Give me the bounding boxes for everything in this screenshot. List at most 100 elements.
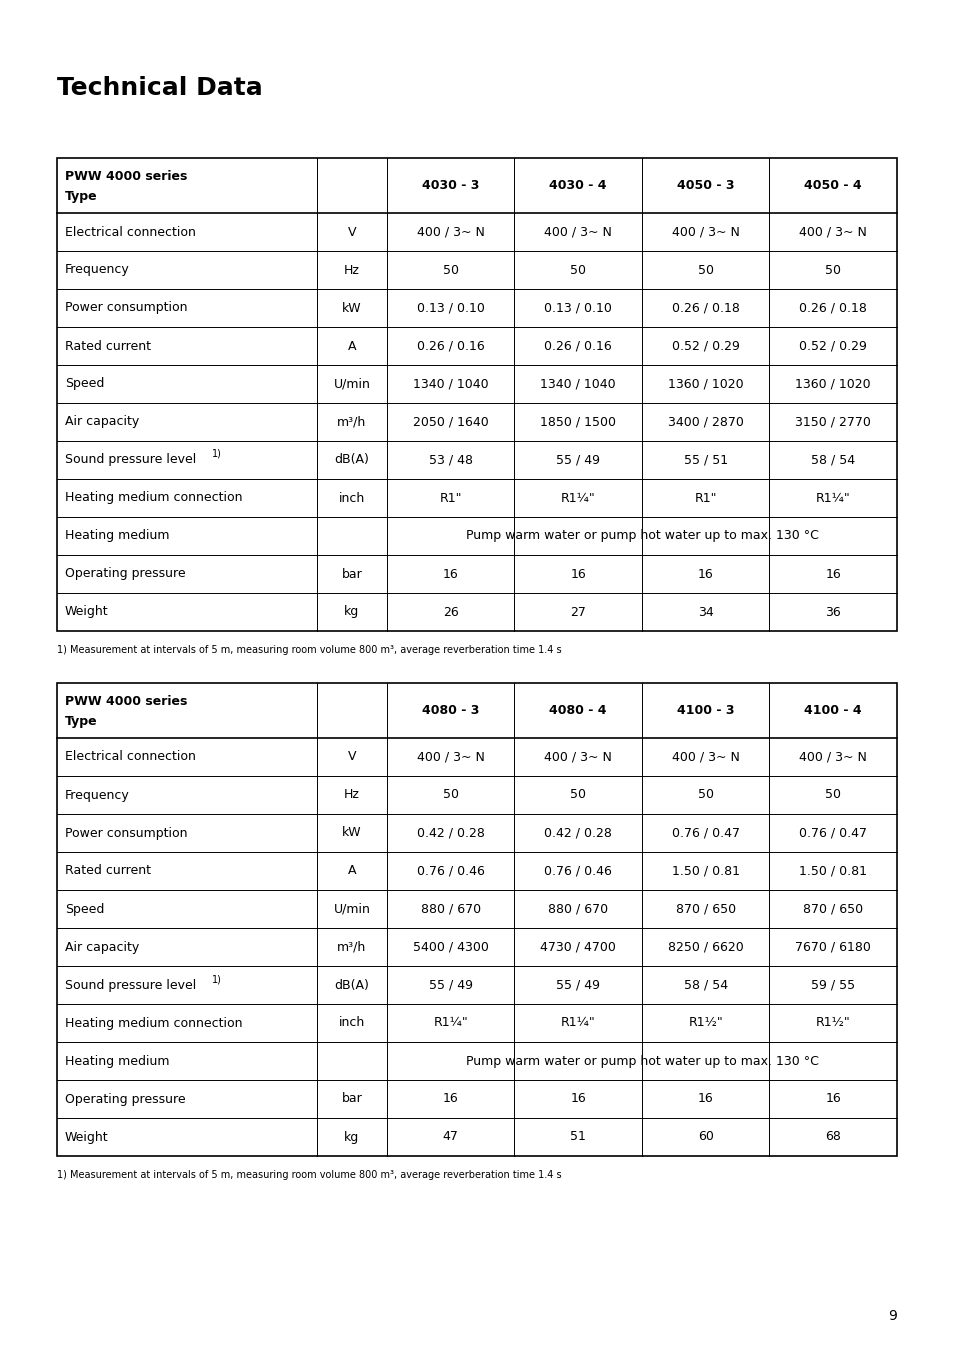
Text: 50: 50	[570, 263, 586, 277]
Text: 16: 16	[570, 567, 585, 581]
Text: 4050 - 3: 4050 - 3	[677, 178, 734, 192]
Text: 870 / 650: 870 / 650	[802, 902, 862, 916]
Text: 34: 34	[698, 605, 713, 619]
Text: 16: 16	[442, 567, 458, 581]
Text: U/min: U/min	[334, 377, 370, 390]
Text: Pump warm water or pump hot water up to max. 130 °C: Pump warm water or pump hot water up to …	[465, 530, 818, 543]
Text: Hz: Hz	[344, 263, 359, 277]
Text: Operating pressure: Operating pressure	[65, 567, 186, 581]
Text: 1360 / 1020: 1360 / 1020	[667, 377, 742, 390]
Text: Air capacity: Air capacity	[65, 940, 139, 954]
Text: 1) Measurement at intervals of 5 m, measuring room volume 800 m³, average reverb: 1) Measurement at intervals of 5 m, meas…	[57, 1170, 561, 1179]
Text: 51: 51	[570, 1131, 585, 1143]
Text: 0.13 / 0.10: 0.13 / 0.10	[416, 301, 484, 315]
Text: 60: 60	[697, 1131, 713, 1143]
Text: Technical Data: Technical Data	[57, 76, 262, 100]
Text: Pump warm water or pump hot water up to max. 130 °C: Pump warm water or pump hot water up to …	[465, 1055, 818, 1067]
Text: 55 / 49: 55 / 49	[556, 978, 599, 992]
Text: 36: 36	[824, 605, 841, 619]
Text: Rated current: Rated current	[65, 865, 151, 878]
Bar	[57, 684, 896, 1156]
Text: 53 / 48: 53 / 48	[428, 454, 473, 466]
Text: Sound pressure level: Sound pressure level	[65, 454, 200, 466]
Text: 4730 / 4700: 4730 / 4700	[539, 940, 616, 954]
Text: Power consumption: Power consumption	[65, 301, 188, 315]
Text: 58 / 54: 58 / 54	[683, 978, 727, 992]
Text: 880 / 670: 880 / 670	[420, 902, 480, 916]
Text: bar: bar	[341, 567, 362, 581]
Text: Speed: Speed	[65, 902, 104, 916]
Text: R1": R1"	[694, 492, 717, 504]
Text: PWW 4000 series: PWW 4000 series	[65, 170, 187, 182]
Text: kW: kW	[342, 301, 361, 315]
Text: 16: 16	[442, 1093, 458, 1105]
Text: 58 / 54: 58 / 54	[810, 454, 855, 466]
Text: R1": R1"	[439, 492, 461, 504]
Text: 400 / 3~ N: 400 / 3~ N	[416, 226, 484, 239]
Text: kg: kg	[344, 1131, 359, 1143]
Text: Heating medium connection: Heating medium connection	[65, 492, 242, 504]
Text: m³/h: m³/h	[337, 940, 366, 954]
Text: 0.26 / 0.16: 0.26 / 0.16	[544, 339, 612, 353]
Text: 7670 / 6180: 7670 / 6180	[795, 940, 870, 954]
Text: kW: kW	[342, 827, 361, 839]
Text: 1850 / 1500: 1850 / 1500	[539, 416, 616, 428]
Text: 16: 16	[824, 1093, 841, 1105]
Text: Electrical connection: Electrical connection	[65, 226, 195, 239]
Text: inch: inch	[338, 1016, 365, 1029]
Text: 5400 / 4300: 5400 / 4300	[413, 940, 488, 954]
Text: 50: 50	[697, 263, 713, 277]
Text: 4030 - 3: 4030 - 3	[421, 178, 479, 192]
Text: 0.76 / 0.46: 0.76 / 0.46	[544, 865, 612, 878]
Text: Hz: Hz	[344, 789, 359, 801]
Text: 27: 27	[570, 605, 585, 619]
Text: 59 / 55: 59 / 55	[810, 978, 855, 992]
Text: U/min: U/min	[334, 902, 370, 916]
Text: Type: Type	[65, 715, 97, 728]
Text: Electrical connection: Electrical connection	[65, 751, 195, 763]
Text: 50: 50	[824, 263, 841, 277]
Text: Heating medium: Heating medium	[65, 530, 170, 543]
Text: R1½": R1½"	[688, 1016, 722, 1029]
Text: 880 / 670: 880 / 670	[548, 902, 608, 916]
Text: PWW 4000 series: PWW 4000 series	[65, 694, 187, 708]
Text: 4050 - 4: 4050 - 4	[803, 178, 862, 192]
Text: Rated current: Rated current	[65, 339, 151, 353]
Text: 0.26 / 0.18: 0.26 / 0.18	[799, 301, 866, 315]
Text: Frequency: Frequency	[65, 789, 130, 801]
Text: 0.26 / 0.16: 0.26 / 0.16	[416, 339, 484, 353]
Text: 50: 50	[570, 789, 586, 801]
Text: 0.52 / 0.29: 0.52 / 0.29	[799, 339, 866, 353]
Text: 68: 68	[824, 1131, 841, 1143]
Text: Type: Type	[65, 190, 97, 203]
Text: 400 / 3~ N: 400 / 3~ N	[799, 751, 866, 763]
Text: 0.13 / 0.10: 0.13 / 0.10	[544, 301, 612, 315]
Text: 0.76 / 0.47: 0.76 / 0.47	[671, 827, 739, 839]
Text: 1340 / 1040: 1340 / 1040	[413, 377, 488, 390]
Text: R1¼": R1¼"	[560, 1016, 595, 1029]
Text: 47: 47	[442, 1131, 458, 1143]
Text: 400 / 3~ N: 400 / 3~ N	[799, 226, 866, 239]
Text: 0.76 / 0.47: 0.76 / 0.47	[799, 827, 866, 839]
Text: 400 / 3~ N: 400 / 3~ N	[416, 751, 484, 763]
Text: Weight: Weight	[65, 605, 109, 619]
Text: Weight: Weight	[65, 1131, 109, 1143]
Text: 16: 16	[698, 1093, 713, 1105]
Text: Heating medium connection: Heating medium connection	[65, 1016, 242, 1029]
Text: 4100 - 3: 4100 - 3	[677, 704, 734, 717]
Text: 1.50 / 0.81: 1.50 / 0.81	[671, 865, 739, 878]
Text: 55 / 51: 55 / 51	[683, 454, 727, 466]
Text: 400 / 3~ N: 400 / 3~ N	[544, 751, 612, 763]
Text: V: V	[348, 751, 355, 763]
Text: 50: 50	[697, 789, 713, 801]
Text: Heating medium: Heating medium	[65, 1055, 170, 1067]
Text: A: A	[348, 865, 355, 878]
Text: 1360 / 1020: 1360 / 1020	[795, 377, 870, 390]
Text: 0.26 / 0.18: 0.26 / 0.18	[671, 301, 739, 315]
Text: 1) Measurement at intervals of 5 m, measuring room volume 800 m³, average reverb: 1) Measurement at intervals of 5 m, meas…	[57, 644, 561, 655]
Text: 1): 1)	[212, 974, 222, 984]
Text: R1¼": R1¼"	[433, 1016, 468, 1029]
Text: 16: 16	[570, 1093, 585, 1105]
Text: 870 / 650: 870 / 650	[675, 902, 735, 916]
Text: 4080 - 4: 4080 - 4	[549, 704, 606, 717]
